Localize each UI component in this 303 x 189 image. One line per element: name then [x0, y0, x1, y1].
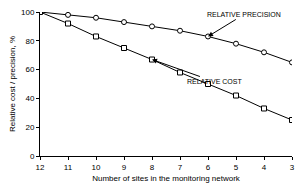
svg-text:10: 10: [92, 163, 101, 172]
svg-text:11: 11: [64, 163, 73, 172]
svg-text:9: 9: [122, 163, 127, 172]
svg-text:80: 80: [25, 37, 34, 46]
svg-text:60: 60: [25, 65, 34, 74]
svg-text:12: 12: [36, 163, 45, 172]
svg-text:4: 4: [262, 163, 267, 172]
svg-text:RELATIVE PRECISION: RELATIVE PRECISION: [207, 11, 281, 18]
svg-text:RELATIVE COST: RELATIVE COST: [187, 78, 242, 85]
svg-text:20: 20: [25, 123, 34, 132]
svg-text:0: 0: [30, 152, 35, 161]
svg-text:6: 6: [206, 163, 211, 172]
svg-text:Number of sites in the monitor: Number of sites in the monitoring networ…: [92, 174, 241, 183]
svg-text:3: 3: [290, 163, 295, 172]
svg-text:8: 8: [150, 163, 155, 172]
svg-text:Relative cost / precision, %: Relative cost / precision, %: [8, 36, 17, 132]
svg-text:7: 7: [178, 163, 183, 172]
svg-text:40: 40: [25, 94, 34, 103]
svg-text:100: 100: [21, 8, 35, 17]
svg-text:5: 5: [234, 163, 239, 172]
